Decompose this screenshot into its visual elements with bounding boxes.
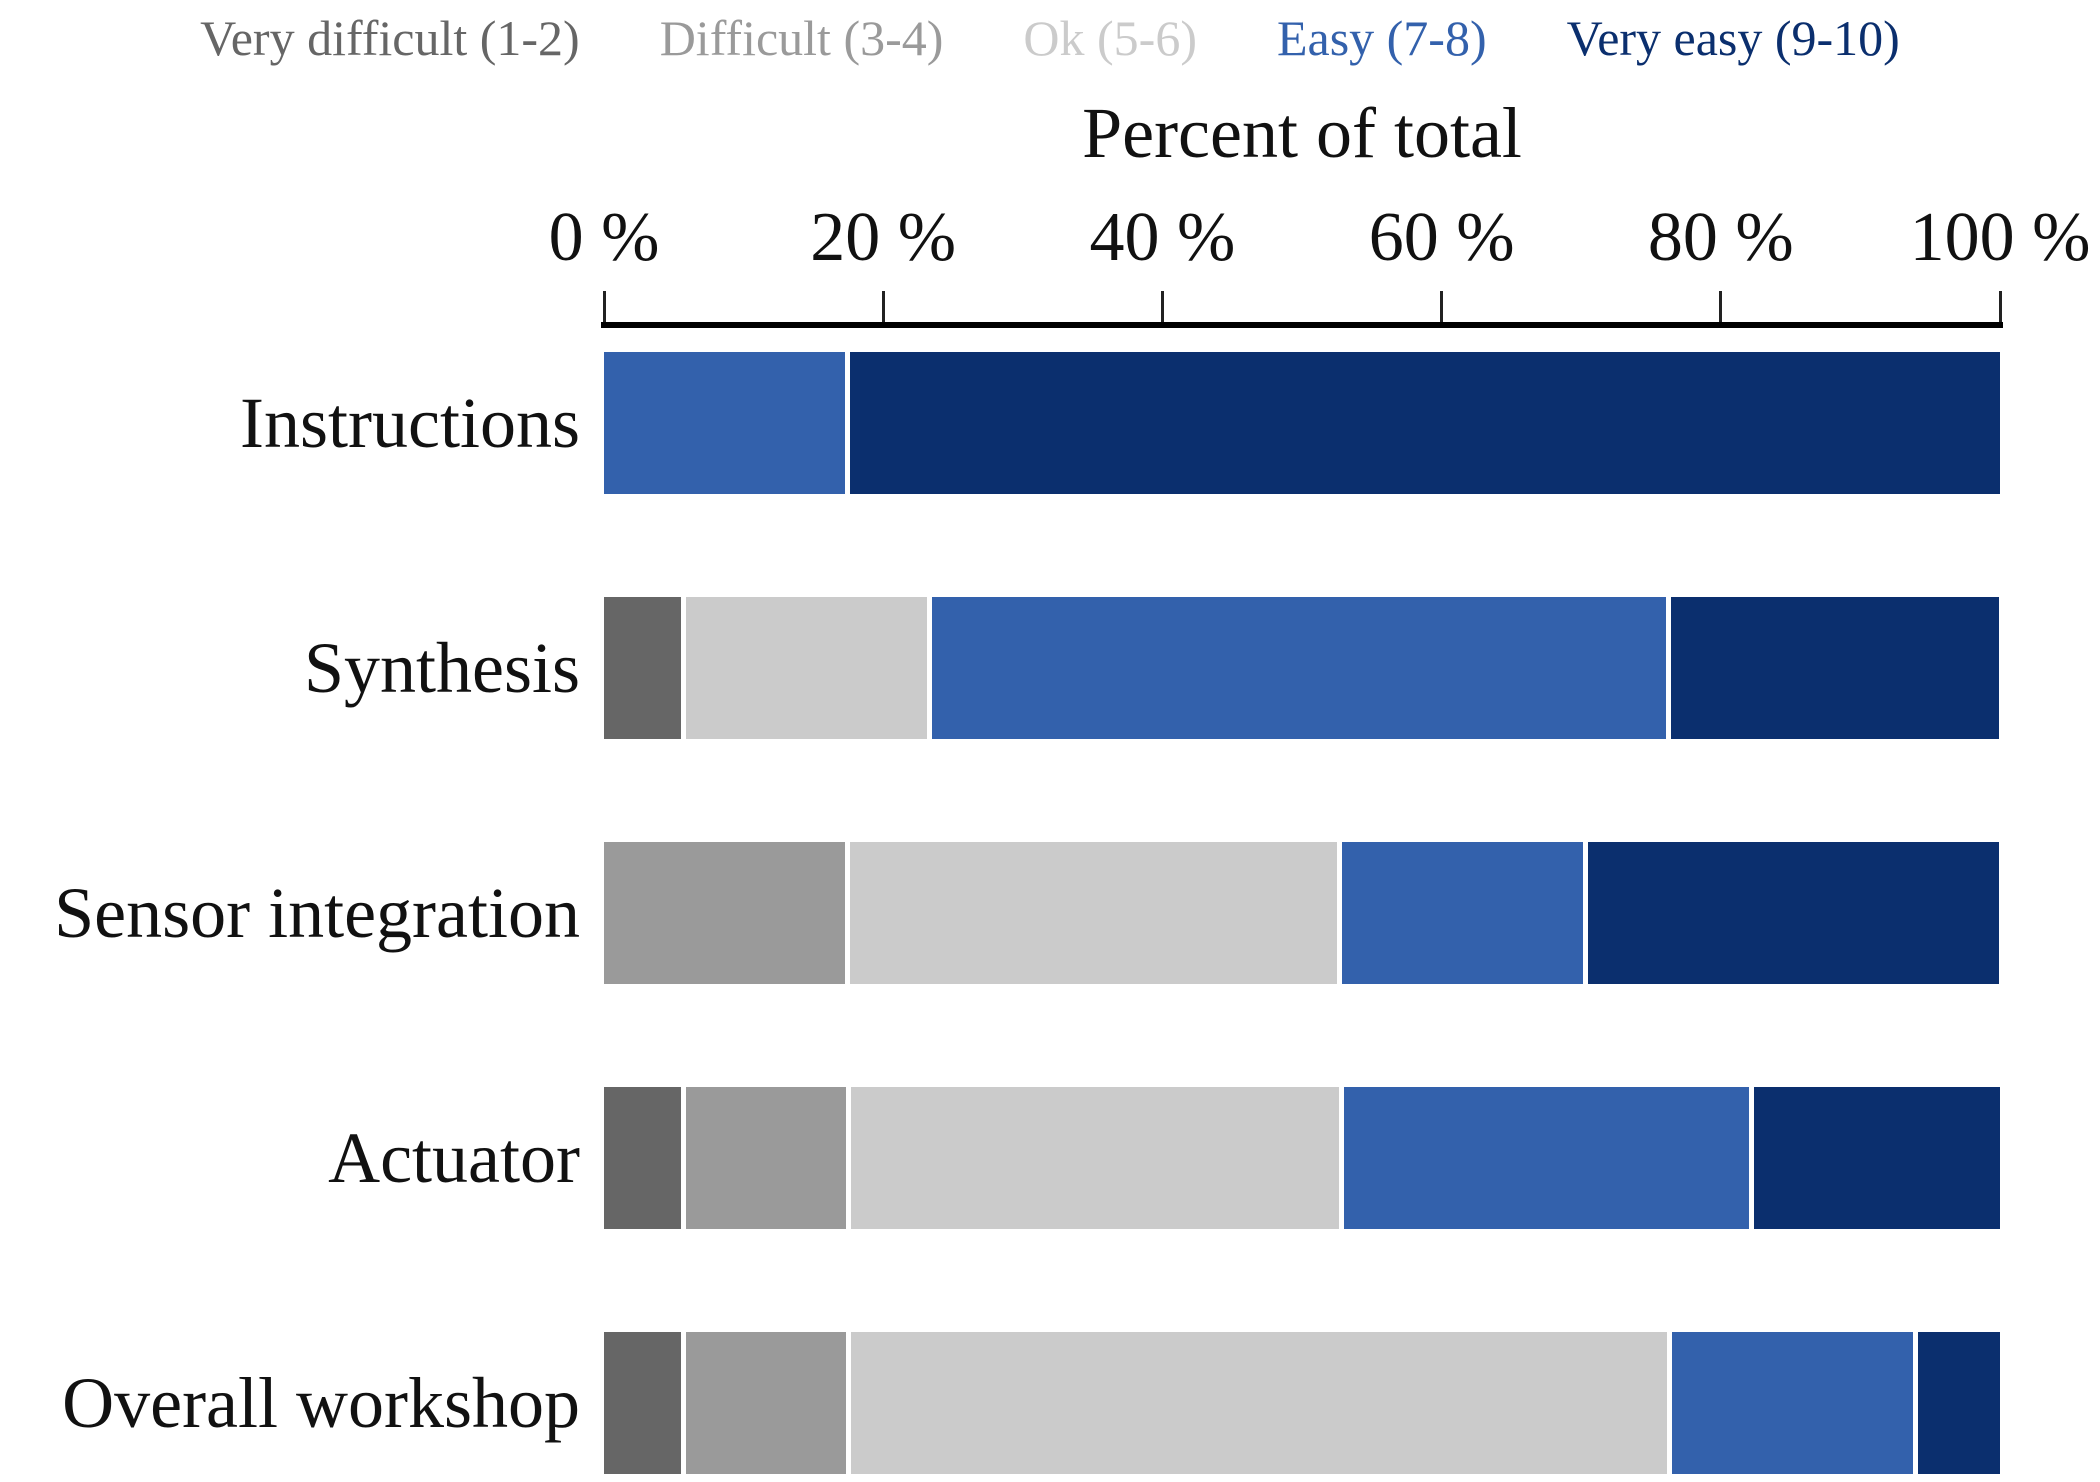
chart-row: Synthesis [0, 597, 2100, 739]
bar-segment-very-easy [1588, 842, 1999, 984]
bar-segment-ok [849, 842, 1343, 984]
stacked-bar [604, 597, 2000, 739]
bar-segment-ok [686, 597, 933, 739]
bar-segment-easy [1671, 1332, 1918, 1474]
x-axis-tick-mark [1719, 291, 1723, 322]
row-label: Synthesis [303, 628, 580, 708]
bar-segment-difficult [686, 1087, 852, 1229]
bar-segment-very-difficult [604, 1087, 687, 1229]
stacked-bar [604, 842, 2000, 984]
chart-title: Percent of total [1082, 93, 1522, 173]
bar-segment-difficult [604, 842, 850, 984]
bar-segment-ok [851, 1332, 1672, 1474]
x-axis-tick-mark [602, 291, 606, 322]
bar-segment-easy [604, 352, 850, 494]
x-axis-tick-mark [1160, 291, 1164, 322]
x-axis-tick-mark [1440, 291, 1444, 322]
chart-row: Overall workshop [0, 1332, 2100, 1474]
row-label: Overall workshop [62, 1363, 580, 1443]
legend-item-easy: Easy (7-8) [1276, 10, 1487, 66]
legend-item-very-easy: Very easy (9-10) [1566, 10, 1900, 66]
x-axis-tick-label: 40 % [1089, 199, 1236, 276]
chart-rows: Instructions Synthesis Sensor integration A… [0, 352, 2100, 1482]
bar-segment-very-difficult [604, 597, 687, 739]
legend-item-difficult: Difficult (3-4) [659, 10, 944, 66]
chart-row: Sensor integration [0, 842, 2100, 984]
legend-item-very-difficult: Very difficult (1-2) [200, 10, 580, 66]
bar-segment-very-easy [1670, 597, 1999, 739]
row-label: Instructions [240, 383, 580, 463]
x-axis-tick-label: 80 % [1647, 199, 1794, 276]
bar-segment-very-easy [1917, 1332, 2000, 1474]
x-axis-tick-label: 100 % [1909, 199, 2091, 276]
x-axis-tick-label: 60 % [1368, 199, 1515, 276]
bar-segment-easy [1343, 1087, 1755, 1229]
stacked-bar [604, 1087, 2000, 1229]
x-axis-line [601, 322, 2003, 328]
row-label: Sensor integration [54, 873, 580, 953]
legend-item-ok: Ok (5-6) [1023, 10, 1197, 66]
bar-segment-very-difficult [604, 1332, 687, 1474]
x-axis-tick-mark [881, 291, 885, 322]
x-axis-tick-label: 20 % [810, 199, 957, 276]
bar-segment-very-easy [849, 352, 2000, 494]
chart-legend: Very difficult (1-2) Difficult (3-4) Ok (5… [0, 6, 2100, 71]
chart-row: Instructions [0, 352, 2100, 494]
stacked-bar [604, 352, 2000, 494]
bar-segment-very-easy [1754, 1087, 2000, 1229]
bar-segment-easy [932, 597, 1671, 739]
stacked-bar [604, 1332, 2000, 1474]
bar-segment-easy [1342, 842, 1589, 984]
bar-segment-ok [851, 1087, 1344, 1229]
x-axis-tick-label: 0 % [548, 199, 660, 276]
row-label: Actuator [328, 1118, 580, 1198]
x-axis: 0 % 20 % 40 % 60 % 80 % 100 % [0, 0, 2100, 360]
chart-row: Actuator [0, 1087, 2100, 1229]
bar-segment-difficult [686, 1332, 852, 1474]
x-axis-tick-mark [1998, 291, 2002, 322]
